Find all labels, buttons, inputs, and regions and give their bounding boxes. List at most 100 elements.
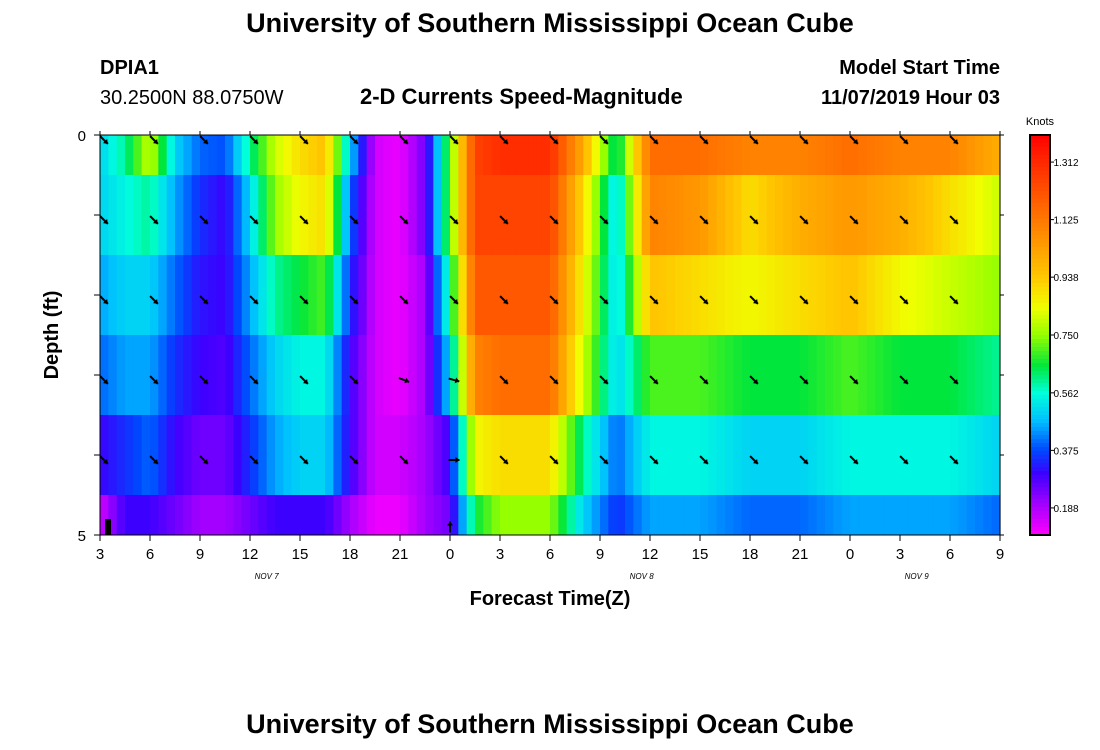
heatmap-cell <box>858 495 868 535</box>
colorbar-swatch <box>1030 451 1050 456</box>
heatmap-cell <box>216 495 226 535</box>
current-arrow <box>749 135 759 145</box>
heatmap-cell <box>733 135 743 175</box>
heatmap-cell <box>575 495 584 535</box>
current-arrow <box>349 295 359 305</box>
x-tick-label: 3 <box>96 546 104 563</box>
heatmap-cell <box>541 415 551 495</box>
heatmap-cell <box>658 175 668 255</box>
heatmap-cell <box>133 255 143 335</box>
colorbar-swatch <box>1030 355 1050 360</box>
heatmap-cell <box>950 415 959 495</box>
colorbar-swatch <box>1030 295 1050 300</box>
heatmap-cell <box>141 335 151 415</box>
heatmap-cell <box>433 335 443 415</box>
heatmap-cell <box>758 135 768 175</box>
heatmap-cell <box>941 415 951 495</box>
heatmap-cell <box>775 415 784 495</box>
current-arrow <box>399 215 409 225</box>
heatmap-cell <box>350 495 359 535</box>
heatmap-cell <box>133 135 143 175</box>
heatmap-cell <box>266 255 276 335</box>
heatmap-cell <box>333 175 343 255</box>
heatmap-cell <box>858 255 868 335</box>
heatmap-cell <box>325 335 334 415</box>
heatmap-cell <box>816 495 826 535</box>
heatmap-cell <box>300 335 309 415</box>
heatmap-cell <box>800 255 809 335</box>
heatmap-cell <box>675 175 684 255</box>
heatmap-cell <box>150 335 159 415</box>
colorbar-swatch <box>1030 247 1050 252</box>
colorbar-swatch <box>1030 151 1050 156</box>
heatmap-cell <box>650 175 659 255</box>
heatmap-cell <box>916 175 926 255</box>
heatmap-cell <box>225 335 234 415</box>
heatmap-cell <box>591 255 601 335</box>
heatmap-cell <box>200 335 209 415</box>
heatmap-cell <box>958 175 968 255</box>
heatmap-cell <box>408 255 418 335</box>
heatmap-cell <box>683 495 693 535</box>
heatmap-cell <box>341 415 351 495</box>
heatmap-cell <box>791 255 801 335</box>
heatmap-cell <box>975 175 984 255</box>
heatmap-cell <box>291 415 301 495</box>
heatmap-cell <box>625 415 634 495</box>
heatmap-cell <box>808 255 818 335</box>
current-arrow <box>249 135 259 145</box>
heatmap-cell <box>116 135 126 175</box>
heatmap-cell <box>483 415 493 495</box>
heatmap-cell <box>558 335 568 415</box>
x-tick-label: 15 <box>292 546 309 563</box>
heatmap-cell <box>750 175 759 255</box>
heatmap-cell <box>833 255 843 335</box>
heatmap-cell <box>616 495 626 535</box>
heatmap-cell <box>175 415 184 495</box>
current-arrow <box>949 295 959 305</box>
heatmap-cell <box>666 175 676 255</box>
heatmap-cell <box>791 495 801 535</box>
heatmap-cell <box>508 415 518 495</box>
heatmap-cell <box>483 335 493 415</box>
heatmap-cell <box>841 495 851 535</box>
current-arrow <box>299 455 309 465</box>
heatmap-cell <box>250 135 259 175</box>
heatmap-cell <box>366 175 376 255</box>
heatmap-cell <box>308 255 318 335</box>
current-arrow <box>399 455 409 465</box>
heatmap-cell <box>625 175 634 255</box>
heatmap-cell <box>216 335 226 415</box>
date-label: NOV 9 <box>905 572 930 581</box>
current-arrow <box>799 215 809 225</box>
heatmap-cell <box>333 135 343 175</box>
heatmap-cell <box>891 495 901 535</box>
heatmap-cell <box>900 415 909 495</box>
colorbar-swatch <box>1030 523 1050 528</box>
heatmap-cell <box>608 495 618 535</box>
colorbar-swatch <box>1030 383 1050 388</box>
heatmap-cell <box>558 415 568 495</box>
colorbar-swatch <box>1030 499 1050 504</box>
heatmap-cell <box>275 255 284 335</box>
x-tick-label: 0 <box>446 546 454 563</box>
heatmap-cell <box>433 135 443 175</box>
heatmap-cell <box>875 175 884 255</box>
current-arrow <box>99 295 109 305</box>
heatmap-cell <box>741 255 751 335</box>
current-arrow <box>499 215 509 225</box>
heatmap-cell <box>950 335 959 415</box>
current-arrow <box>448 377 460 384</box>
heatmap-cell <box>458 335 468 415</box>
current-arrow <box>99 375 109 385</box>
heatmap-cell <box>433 255 443 335</box>
current-arrow <box>849 215 859 225</box>
heatmap-cell <box>916 495 926 535</box>
heatmap-cell <box>958 415 968 495</box>
heatmap-cell <box>933 495 943 535</box>
current-arrow <box>199 455 209 465</box>
heatmap-cell <box>841 415 851 495</box>
heatmap-cell <box>258 495 268 535</box>
current-arrow <box>949 135 959 145</box>
colorbar-swatch <box>1030 351 1050 356</box>
